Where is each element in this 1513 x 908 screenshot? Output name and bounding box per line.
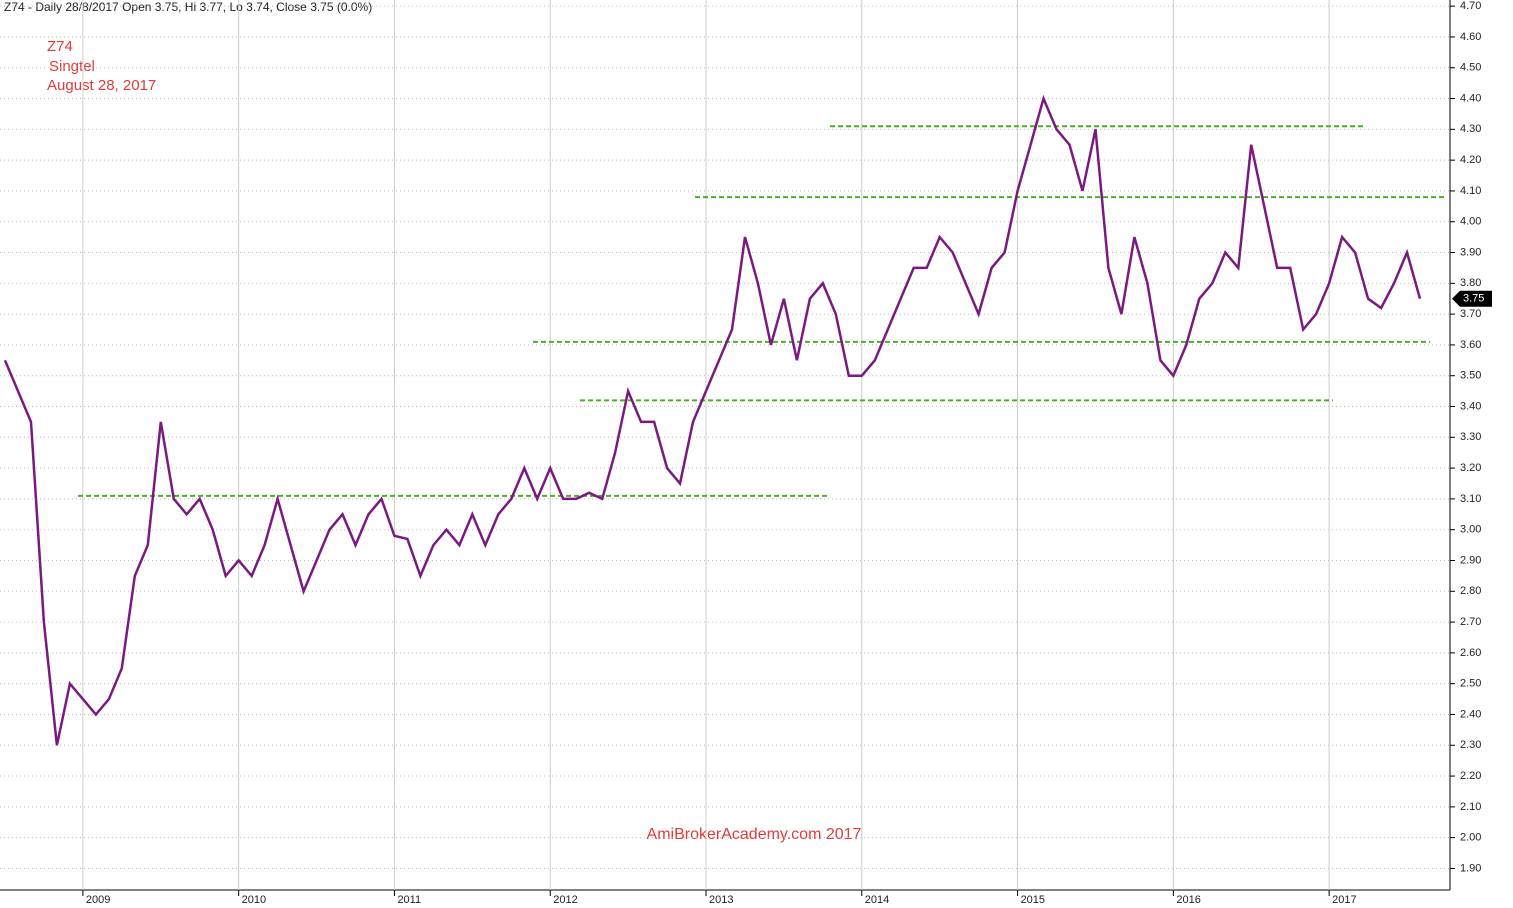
x-tick-label: 2015 xyxy=(1021,894,1045,906)
y-tick-label: 4.10 xyxy=(1460,185,1481,197)
y-tick-label: 2.10 xyxy=(1460,801,1481,813)
y-tick-label: 2.50 xyxy=(1460,678,1481,690)
y-tick-label: 2.40 xyxy=(1460,708,1481,720)
y-tick-label: 3.60 xyxy=(1460,339,1481,351)
y-tick-label: 2.20 xyxy=(1460,770,1481,782)
x-tick-label: 2014 xyxy=(865,894,889,906)
x-tick-label: 2012 xyxy=(553,894,577,906)
x-tick-label: 2010 xyxy=(242,894,266,906)
y-tick-label: 3.20 xyxy=(1460,462,1481,474)
y-tick-label: 2.60 xyxy=(1460,647,1481,659)
watermark: AmiBrokerAcademy.com 2017 xyxy=(647,826,862,843)
y-tick-label: 3.10 xyxy=(1460,493,1481,505)
x-tick-label: 2017 xyxy=(1332,894,1356,906)
y-tick-label: 1.90 xyxy=(1460,862,1481,874)
y-tick-label: 2.90 xyxy=(1460,554,1481,566)
y-tick-label: 4.00 xyxy=(1460,216,1481,228)
y-tick-label: 3.30 xyxy=(1460,431,1481,443)
x-tick-label: 2013 xyxy=(709,894,733,906)
y-tick-label: 4.40 xyxy=(1460,92,1481,104)
y-tick-label: 2.30 xyxy=(1460,739,1481,751)
chart-title: Z74 - Daily 28/8/2017 Open 3.75, Hi 3.77… xyxy=(4,0,372,14)
y-tick-label: 3.50 xyxy=(1460,370,1481,382)
y-tick-label: 3.00 xyxy=(1460,524,1481,536)
y-tick-label: 4.60 xyxy=(1460,31,1481,43)
last-price-label: 3.75 xyxy=(1463,293,1484,305)
price-line xyxy=(3,94,1422,746)
y-tick-label: 4.20 xyxy=(1460,154,1481,166)
y-tick-label: 2.70 xyxy=(1460,616,1481,628)
x-tick-label: 2011 xyxy=(397,894,421,906)
last-price-tag xyxy=(1452,290,1492,307)
y-tick-label: 3.90 xyxy=(1460,246,1481,258)
y-tick-label: 2.80 xyxy=(1460,585,1481,597)
annotation: Singtel xyxy=(49,58,95,75)
annotation: Z74 xyxy=(47,38,73,55)
y-tick-label: 4.70 xyxy=(1460,0,1481,12)
y-tick-label: 3.80 xyxy=(1460,277,1481,289)
x-tick-label: 2009 xyxy=(86,894,110,906)
y-tick-label: 2.00 xyxy=(1460,832,1481,844)
y-tick-label: 4.30 xyxy=(1460,123,1481,135)
y-tick-label: 4.50 xyxy=(1460,62,1481,74)
y-tick-label: 3.70 xyxy=(1460,308,1481,320)
y-tick-label: 3.40 xyxy=(1460,400,1481,412)
annotation: August 28, 2017 xyxy=(47,77,156,94)
x-tick-label: 2016 xyxy=(1176,894,1200,906)
